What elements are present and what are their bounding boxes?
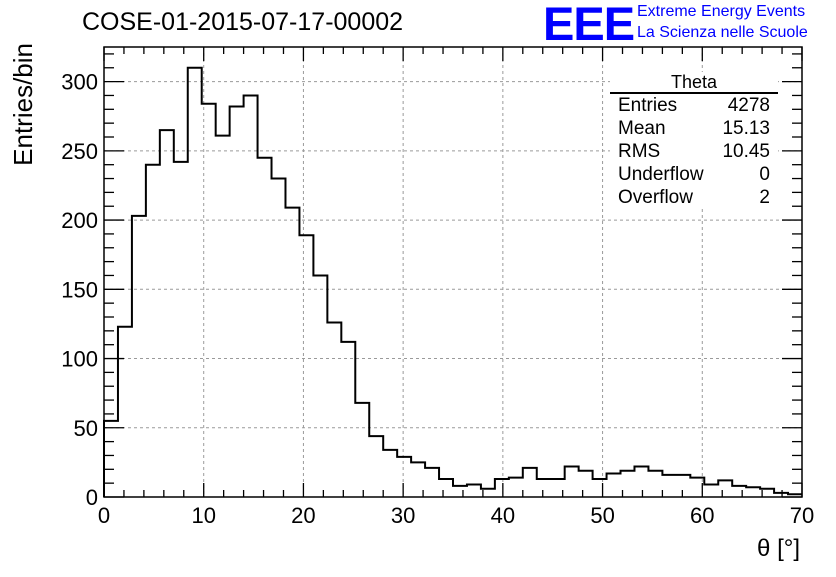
- histogram-bin: [104, 421, 118, 497]
- logo-line-2: La Scienza nelle Scuole: [637, 24, 808, 41]
- stats-row-overflow: Overflow 2: [610, 186, 778, 209]
- histogram-bin: [439, 479, 453, 497]
- y-tick-label: 50: [74, 416, 98, 441]
- histogram-bin: [230, 107, 244, 497]
- histogram-bin: [160, 130, 174, 497]
- histogram-bin: [313, 275, 327, 497]
- stats-label: Mean: [618, 118, 666, 139]
- histogram-bin: [662, 475, 676, 497]
- histogram-bin: [676, 475, 690, 497]
- histogram-bin: [355, 403, 369, 497]
- histogram-bin: [174, 162, 188, 497]
- y-tick-label: 250: [61, 139, 98, 164]
- histogram-bin: [579, 471, 593, 497]
- stats-label: Underflow: [618, 164, 704, 185]
- histogram-bin: [746, 487, 760, 497]
- stats-value: 2: [759, 187, 770, 208]
- x-tick-label: 50: [590, 503, 614, 528]
- x-tick-label: 40: [491, 503, 515, 528]
- y-axis-label: Entries/bin: [8, 43, 38, 166]
- x-tick-label: 70: [790, 503, 814, 528]
- x-tick-label: 20: [291, 503, 315, 528]
- stats-value: 4278: [727, 95, 770, 116]
- stats-value: 10.45: [722, 141, 770, 162]
- y-tick-label: 150: [61, 277, 98, 302]
- histogram-bin: [383, 450, 397, 497]
- histogram-bin: [244, 95, 258, 497]
- histogram-bin: [495, 479, 509, 497]
- logo-line-1: Extreme Energy Events: [637, 3, 806, 20]
- histogram-bin: [272, 179, 286, 497]
- histogram-bin: [607, 473, 621, 497]
- stats-value: 0: [759, 164, 770, 185]
- plot-frame: [103, 46, 803, 498]
- histogram-bin: [188, 68, 202, 497]
- stats-row-mean: Mean 15.13: [610, 117, 778, 140]
- x-axis-label: θ [°]: [757, 535, 800, 562]
- histogram-bin: [397, 457, 411, 497]
- histogram-bin: [425, 468, 439, 497]
- y-tick-label: 200: [61, 208, 98, 233]
- y-tick-label: 300: [61, 70, 98, 95]
- stats-box: Theta Entries 4278 Mean 15.13 RMS 10.45 …: [610, 72, 778, 209]
- histogram-bin: [258, 158, 272, 497]
- histogram-bin: [369, 436, 383, 497]
- histogram-bin: [299, 235, 313, 497]
- histogram-bin: [146, 165, 160, 497]
- histogram-bin: [509, 478, 523, 497]
- histogram-bin: [718, 480, 732, 497]
- stats-label: Overflow: [618, 187, 693, 208]
- histogram-bin: [467, 485, 481, 497]
- x-tick-label: 0: [98, 503, 110, 528]
- y-tick-label: 0: [86, 485, 98, 510]
- histogram-bin: [704, 485, 718, 497]
- histogram-bin: [285, 208, 299, 497]
- stats-row-underflow: Underflow 0: [610, 163, 778, 186]
- x-tick-label: 60: [690, 503, 714, 528]
- stats-label: Entries: [618, 95, 678, 116]
- stats-label: RMS: [618, 141, 661, 162]
- stats-row-rms: RMS 10.45: [610, 140, 778, 163]
- histogram-bin: [341, 342, 355, 497]
- histogram-bin: [118, 327, 132, 497]
- stats-row-entries: Entries 4278: [610, 94, 778, 117]
- histogram-bin: [565, 467, 579, 497]
- stats-title: Theta: [610, 72, 778, 94]
- run-title: COSE-01-2015-07-17-00002: [82, 8, 404, 36]
- histogram-bin: [523, 468, 537, 497]
- histogram-bin: [537, 479, 551, 497]
- histogram-bin: [648, 471, 662, 497]
- histogram-bin: [732, 486, 746, 497]
- histogram-bin: [327, 323, 341, 497]
- histogram-bin: [132, 216, 146, 497]
- histogram-bin: [634, 467, 648, 497]
- eee-logo: EEE: [543, 0, 635, 50]
- histogram-outline: [103, 66, 802, 497]
- histogram-bin: [593, 479, 607, 497]
- x-tick-label: 10: [191, 503, 215, 528]
- y-tick-label: 100: [61, 347, 98, 372]
- x-tick-label: 30: [391, 503, 415, 528]
- histogram-bin: [216, 136, 230, 497]
- histogram-bin: [453, 486, 467, 497]
- stats-value: 15.13: [722, 118, 770, 139]
